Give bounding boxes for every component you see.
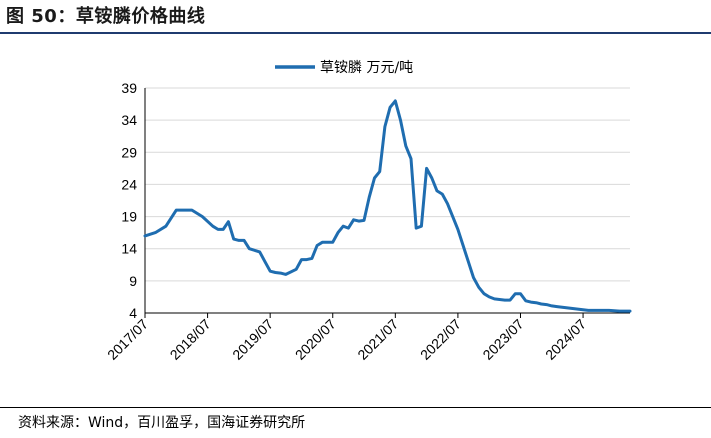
series-layer (143, 99, 632, 313)
y-tick-label: 39 (121, 80, 137, 96)
source-note: 资料来源：Wind，百川盈孚，国海证券研究所 (18, 415, 306, 431)
x-tick-label: 2023/07 (480, 316, 527, 363)
y-tick-label: 29 (121, 144, 137, 160)
x-tick-label: 2021/07 (354, 316, 401, 363)
line-chart: 4 9 14 19 24 29 34 39 2017/07 2018/07 2019/07 2020/… (104, 60, 632, 363)
x-tick-label: 2024/07 (542, 316, 589, 363)
legend: 草铵膦 万元/吨 (275, 60, 413, 76)
y-tick-label: 14 (121, 241, 137, 257)
y-tick-label: 19 (121, 209, 137, 225)
x-tick-label: 2017/07 (104, 316, 151, 363)
y-tick-label: 4 (129, 305, 137, 321)
x-tick-label: 2019/07 (229, 316, 276, 363)
x-tick-label: 2020/07 (292, 316, 339, 363)
x-tick-label: 2018/07 (167, 316, 214, 363)
y-tick-label: 34 (121, 112, 137, 128)
title-rule (0, 32, 711, 34)
series-line (143, 99, 632, 313)
legend-label: 草铵膦 万元/吨 (320, 60, 413, 76)
source-rule (0, 407, 711, 408)
figure-title: 图 50：草铵膦价格曲线 (6, 6, 206, 27)
y-tick-label: 24 (121, 176, 137, 192)
x-tick-label: 2022/07 (417, 316, 464, 363)
y-tick-label: 9 (129, 273, 137, 289)
axes: 4 9 14 19 24 29 34 39 2017/07 2018/07 2019/07 2020/… (104, 80, 630, 363)
